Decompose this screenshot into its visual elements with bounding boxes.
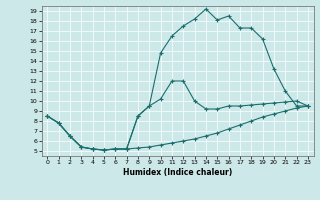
X-axis label: Humidex (Indice chaleur): Humidex (Indice chaleur) [123,168,232,177]
